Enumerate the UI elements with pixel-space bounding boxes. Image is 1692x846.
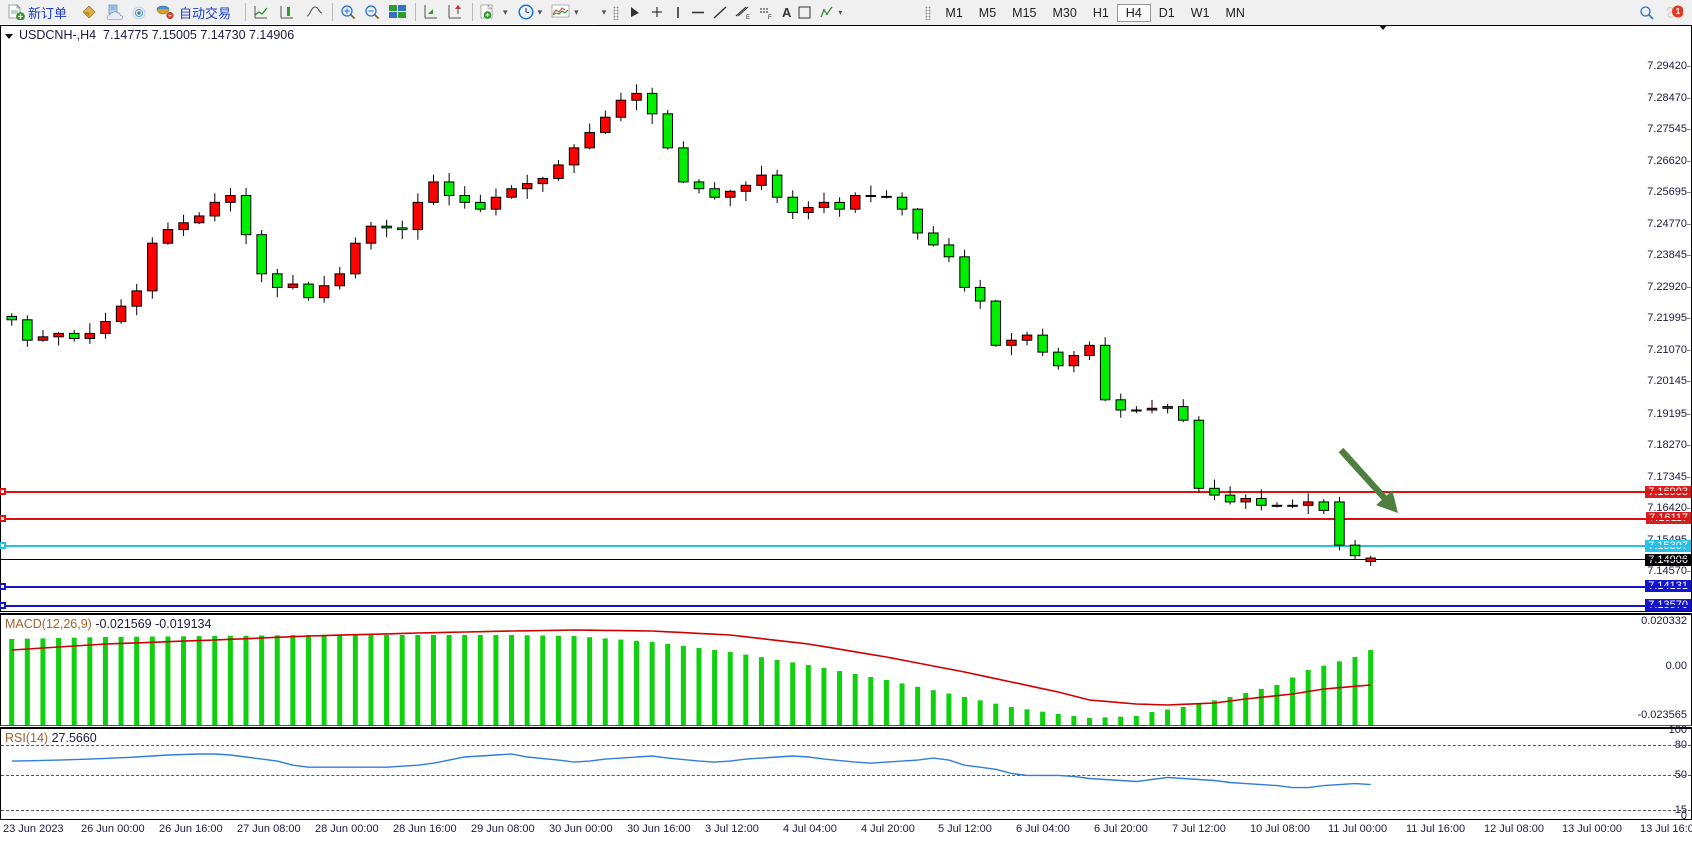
svg-text:F: F <box>768 15 772 20</box>
svg-text:E: E <box>746 15 750 20</box>
svg-text:1: 1 <box>1676 7 1681 16</box>
